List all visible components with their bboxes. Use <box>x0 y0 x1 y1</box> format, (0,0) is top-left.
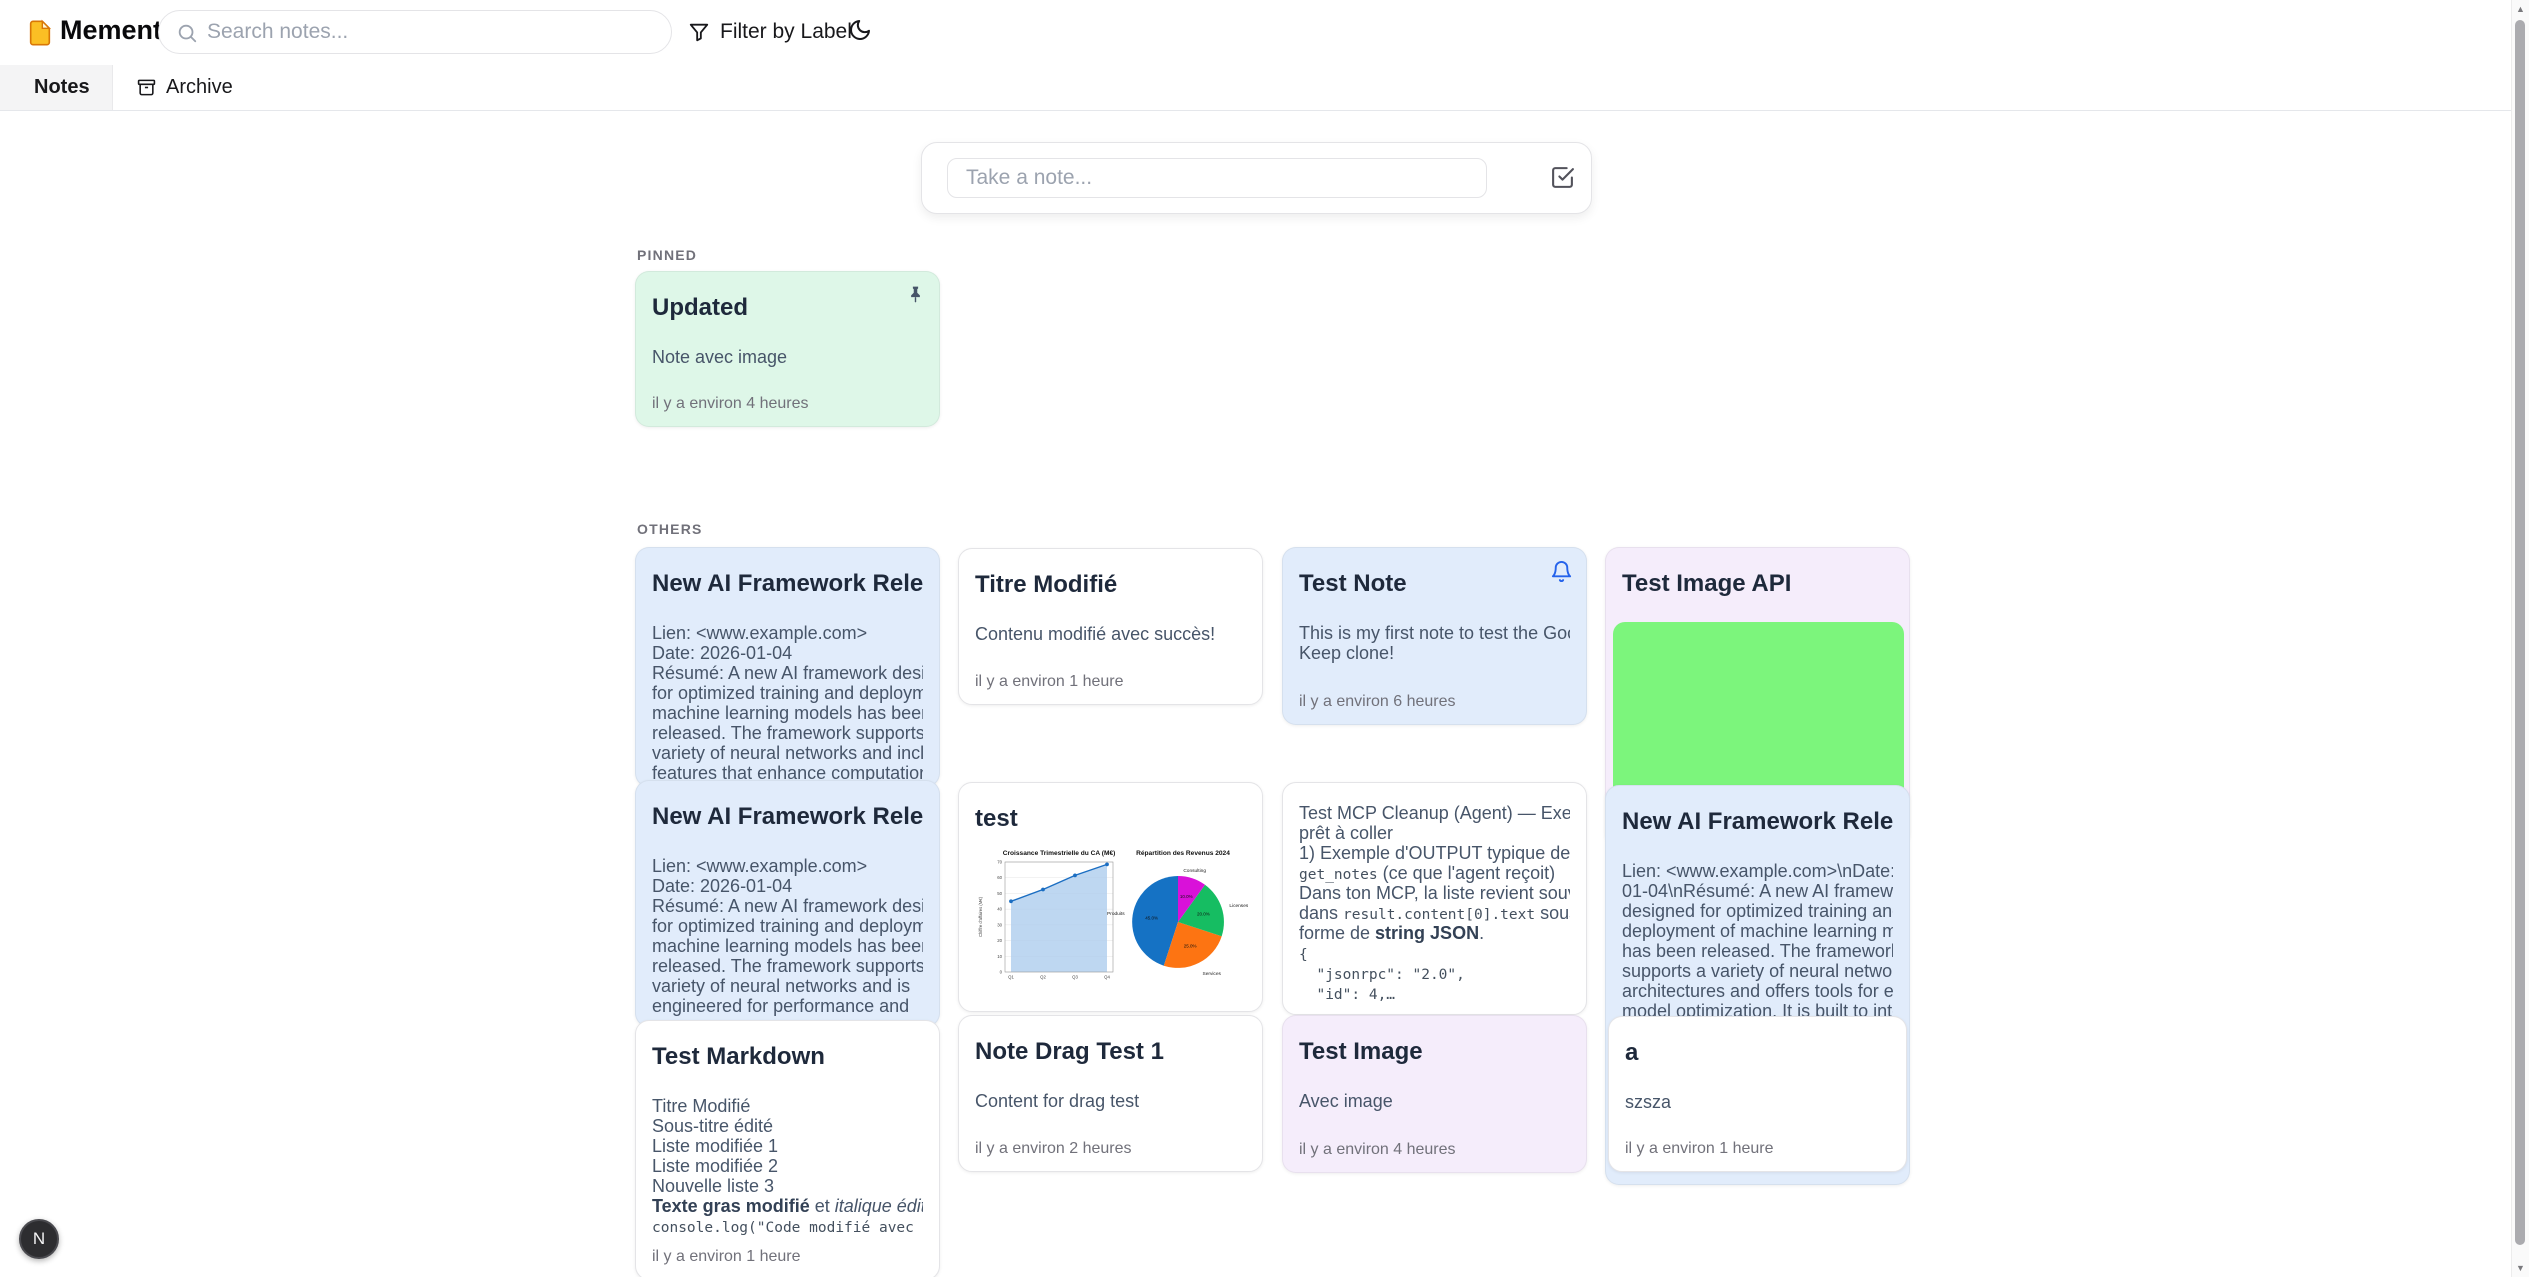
note-content: szsza <box>1625 1092 1672 1112</box>
note-content: Test MCP Cleanup (Agent) — Exempleprêt à… <box>1299 803 1570 1003</box>
tab-notes-label: Notes <box>34 76 90 98</box>
search-icon <box>178 24 197 43</box>
note-composer <box>921 142 1592 214</box>
filter-by-label-text: Filter by Label <box>720 20 852 43</box>
archive-box-icon <box>137 79 156 96</box>
note-card-updated[interactable]: Updated Note avec image il y a environ 4… <box>635 271 940 427</box>
note-content: This is my first note to test the Google… <box>1299 623 1570 663</box>
note-title: Test Image API <box>1622 570 1792 597</box>
svg-text:Q4: Q4 <box>1104 975 1110 980</box>
tab-bar: Notes Archive <box>0 65 2529 111</box>
top-bar: Memento Filter by Label <box>0 0 2529 66</box>
note-content: Note avec image <box>652 347 788 367</box>
svg-text:20.0%: 20.0% <box>1197 911 1210 916</box>
funnel-icon <box>689 23 709 42</box>
note-title: Test Image <box>1299 1038 1423 1065</box>
pushpin-icon[interactable] <box>905 284 926 305</box>
note-card-note-drag-test[interactable]: Note Drag Test 1 Content for drag test i… <box>958 1015 1263 1172</box>
svg-text:60: 60 <box>997 875 1002 880</box>
note-content: Contenu modifié avec succès! <box>975 624 1216 644</box>
take-a-note-input[interactable] <box>947 158 1487 198</box>
note-title: Test Markdown <box>652 1043 825 1070</box>
note-content: Lien: <www.example.com> Date: 2026-01-04 R… <box>652 856 923 1016</box>
note-timestamp: il y a environ 1 heure <box>1625 1140 1774 1157</box>
svg-text:Licenses: Licenses <box>1229 903 1248 909</box>
note-title: New AI Framework Released <box>1622 808 1893 835</box>
dark-mode-toggle[interactable] <box>848 18 878 48</box>
note-title: Updated <box>652 294 748 321</box>
search-box[interactable] <box>158 10 672 54</box>
note-content: Avec image <box>1299 1091 1393 1111</box>
svg-text:Q3: Q3 <box>1072 975 1078 980</box>
scrollbar-down-arrow[interactable]: ▼ <box>2516 1263 2525 1273</box>
note-content: Titre Modifié Sous-titre édité Liste modif… <box>652 1096 923 1236</box>
search-input[interactable] <box>205 15 649 49</box>
charts-figure: Croissance Trimestrielle du CA (M€) 0 10 20… <box>975 844 1249 996</box>
scrollbar-thumb[interactable] <box>2515 20 2525 1245</box>
note-title: Note Drag Test 1 <box>975 1038 1164 1065</box>
note-content: Lien: <www.example.com>\nDate: 2026-01-0… <box>1622 861 1893 1021</box>
note-title: a <box>1625 1039 1639 1066</box>
tab-archive-label: Archive <box>166 76 233 98</box>
svg-text:Chiffre d'affaires (M€): Chiffre d'affaires (M€) <box>978 896 983 937</box>
moon-icon <box>850 20 870 40</box>
svg-text:30: 30 <box>997 922 1002 927</box>
note-timestamp: il y a environ 1 heure <box>975 673 1124 690</box>
svg-text:10: 10 <box>997 954 1002 959</box>
tab-archive[interactable]: Archive <box>113 65 257 110</box>
svg-text:Services: Services <box>1203 971 1222 977</box>
note-title: Test Note <box>1299 570 1407 597</box>
note-chart-image: Croissance Trimestrielle du CA (M€) 0 10 20… <box>975 844 1249 1001</box>
svg-text:Q2: Q2 <box>1040 975 1046 980</box>
svg-text:0: 0 <box>1000 970 1003 975</box>
svg-text:25.0%: 25.0% <box>1184 943 1197 948</box>
svg-text:Q1: Q1 <box>1008 975 1014 980</box>
note-title: New AI Framework Released <box>652 803 923 830</box>
note-card-test-markdown[interactable]: Test Markdown Titre Modifié Sous-titre éd… <box>635 1020 940 1277</box>
note-card-test-image[interactable]: Test Image Avec image il y a environ 4 h… <box>1282 1015 1587 1173</box>
note-card-ai-framework-2[interactable]: New AI Framework Released Lien: <www.exa… <box>635 780 940 1027</box>
app-logo-file-icon <box>29 19 52 46</box>
svg-text:Répartition des Revenus 2024: Répartition des Revenus 2024 <box>1136 850 1230 857</box>
user-avatar[interactable]: N <box>19 1219 59 1259</box>
vertical-scrollbar[interactable]: ▲ ▼ <box>2511 0 2529 1277</box>
note-title: New AI Framework Released <box>652 570 923 597</box>
note-card-test-charts[interactable]: test Croissance Trimestrielle du CA (M€)… <box>958 782 1263 1012</box>
note-card-test-mcp-cleanup[interactable]: Test MCP Cleanup (Agent) — Exempleprêt à… <box>1282 782 1587 1015</box>
pinned-section-label: PINNED <box>637 247 698 263</box>
tab-notes[interactable]: Notes <box>0 65 113 110</box>
note-card-a[interactable]: a szsza il y a environ 1 heure <box>1608 1016 1907 1172</box>
svg-text:Consulting: Consulting <box>1183 868 1206 874</box>
svg-text:40: 40 <box>997 907 1002 912</box>
note-timestamp: il y a environ 1 heure <box>652 1248 801 1265</box>
svg-text:Croissance Trimestrielle du CA: Croissance Trimestrielle du CA (M€) <box>1003 850 1116 857</box>
note-content: Content for drag test <box>975 1091 1140 1111</box>
filter-by-label-button[interactable]: Filter by Label <box>688 14 852 50</box>
note-title: Titre Modifié <box>975 571 1118 598</box>
note-timestamp: il y a environ 6 heures <box>1299 693 1456 710</box>
scrollbar-up-arrow[interactable]: ▲ <box>2516 4 2525 14</box>
svg-text:Produits: Produits <box>1107 911 1125 917</box>
svg-text:45.0%: 45.0% <box>1145 915 1158 920</box>
svg-text:70: 70 <box>997 860 1002 865</box>
note-card-ai-framework-1[interactable]: New AI Framework Released Lien: <www.exa… <box>635 547 940 787</box>
note-timestamp: il y a environ 4 heures <box>1299 1141 1456 1158</box>
note-card-titre-modifie[interactable]: Titre Modifié Contenu modifié avec succè… <box>958 548 1263 705</box>
note-timestamp: il y a environ 2 heures <box>975 1140 1132 1157</box>
avatar-initial: N <box>32 1229 46 1248</box>
note-card-test-note[interactable]: Test Note This is my first note to test … <box>1282 547 1587 725</box>
svg-text:10.0%: 10.0% <box>1180 894 1193 899</box>
others-section-label: OTHERS <box>637 521 703 537</box>
check-square-icon[interactable] <box>1550 165 1575 190</box>
note-title: test <box>975 805 1018 832</box>
note-timestamp: il y a environ 4 heures <box>652 395 809 412</box>
svg-text:50: 50 <box>997 891 1002 896</box>
bell-icon[interactable] <box>1550 560 1573 583</box>
note-content: Lien: <www.example.com> Date: 2026-01-04 R… <box>652 623 923 783</box>
svg-text:20: 20 <box>997 938 1002 943</box>
